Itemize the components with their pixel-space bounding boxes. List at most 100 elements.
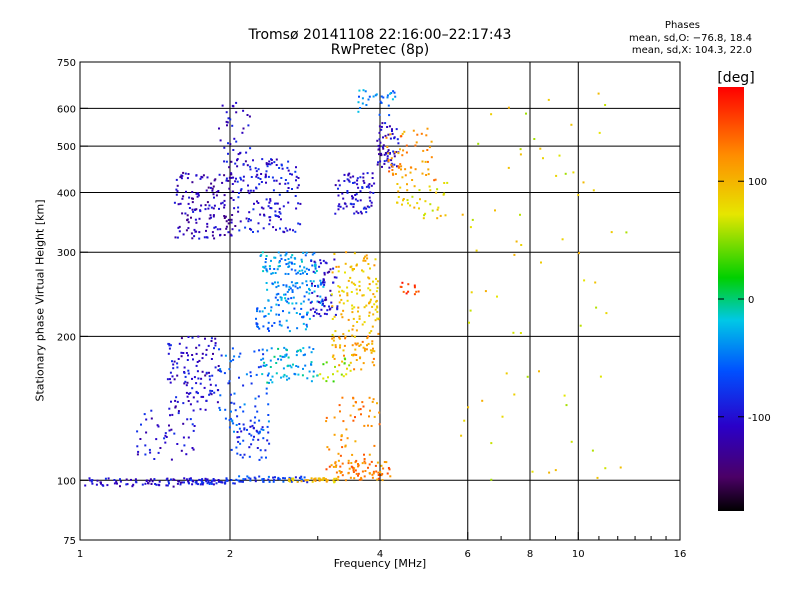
data-point — [507, 166, 510, 169]
data-point — [258, 419, 261, 422]
data-point — [282, 205, 285, 208]
data-point — [227, 218, 230, 221]
data-point — [164, 432, 167, 435]
data-point — [293, 307, 296, 310]
data-point — [322, 477, 325, 480]
data-point — [219, 368, 222, 371]
data-point — [376, 317, 379, 320]
data-point — [202, 174, 205, 177]
data-point — [403, 130, 406, 133]
data-point — [259, 213, 262, 216]
data-point — [515, 240, 518, 243]
data-point — [325, 416, 328, 419]
data-point — [275, 303, 278, 306]
data-point — [163, 437, 166, 440]
data-point — [299, 223, 302, 226]
data-point — [249, 425, 252, 428]
data-point — [200, 377, 203, 380]
data-point — [183, 382, 186, 385]
data-point — [274, 272, 277, 274]
data-point — [426, 127, 429, 130]
data-point — [260, 173, 263, 175]
data-point — [316, 374, 319, 377]
data-point — [338, 203, 341, 206]
data-point — [284, 293, 287, 296]
data-point — [583, 279, 586, 282]
data-point — [353, 212, 356, 215]
data-point — [366, 172, 369, 175]
data-point — [311, 480, 314, 483]
data-point — [419, 198, 421, 201]
data-point — [316, 284, 319, 287]
data-point — [231, 228, 234, 231]
data-point — [319, 315, 322, 318]
data-point — [206, 225, 209, 228]
data-point — [246, 164, 249, 167]
data-point — [184, 380, 187, 383]
data-point — [262, 437, 265, 440]
data-point — [347, 279, 350, 282]
data-point — [282, 284, 285, 287]
data-point — [424, 212, 427, 215]
data-point — [270, 347, 273, 350]
data-point — [264, 449, 267, 452]
data-point — [373, 444, 376, 447]
data-point — [268, 381, 270, 384]
data-point — [137, 450, 140, 453]
data-point — [379, 141, 382, 144]
data-point — [197, 194, 200, 197]
data-point — [342, 207, 345, 210]
phase-stats-o: mean, sd,O: −76.8, 18.4 — [629, 33, 752, 44]
data-point — [225, 227, 228, 230]
data-point — [388, 170, 391, 173]
data-point — [196, 370, 199, 373]
data-point — [430, 140, 433, 143]
data-point — [168, 429, 171, 432]
data-point — [282, 367, 285, 370]
data-point — [269, 199, 272, 202]
data-point — [356, 183, 359, 186]
data-point — [376, 280, 379, 283]
data-point — [226, 121, 229, 124]
data-point — [188, 477, 191, 480]
data-point — [348, 180, 351, 183]
data-point — [212, 207, 215, 210]
data-point — [210, 337, 213, 340]
data-point — [380, 474, 383, 477]
data-point — [251, 424, 254, 427]
data-point — [270, 306, 273, 309]
data-point — [343, 362, 346, 365]
data-point — [262, 429, 265, 431]
data-point — [265, 162, 268, 165]
data-point — [247, 189, 250, 192]
data-point — [212, 215, 215, 218]
data-point — [358, 345, 361, 347]
data-point — [378, 147, 381, 150]
data-point — [174, 406, 177, 409]
data-point — [260, 456, 263, 459]
data-point — [324, 299, 327, 302]
data-point — [290, 256, 293, 259]
data-point — [291, 173, 293, 176]
data-point — [229, 417, 232, 420]
data-point — [291, 477, 294, 480]
data-point — [256, 325, 259, 328]
data-point — [555, 174, 558, 177]
data-point — [262, 480, 265, 483]
data-point — [335, 471, 338, 474]
data-point — [307, 479, 310, 482]
data-point — [255, 175, 258, 178]
data-point — [237, 479, 240, 482]
data-point — [242, 423, 245, 426]
data-point — [198, 359, 201, 362]
data-point — [286, 378, 288, 381]
data-point — [333, 433, 336, 436]
data-point — [357, 463, 359, 465]
data-point — [189, 403, 192, 406]
data-point — [238, 427, 241, 430]
data-point — [359, 176, 362, 179]
data-point — [411, 195, 414, 198]
data-point — [252, 208, 255, 211]
data-point — [208, 375, 211, 378]
